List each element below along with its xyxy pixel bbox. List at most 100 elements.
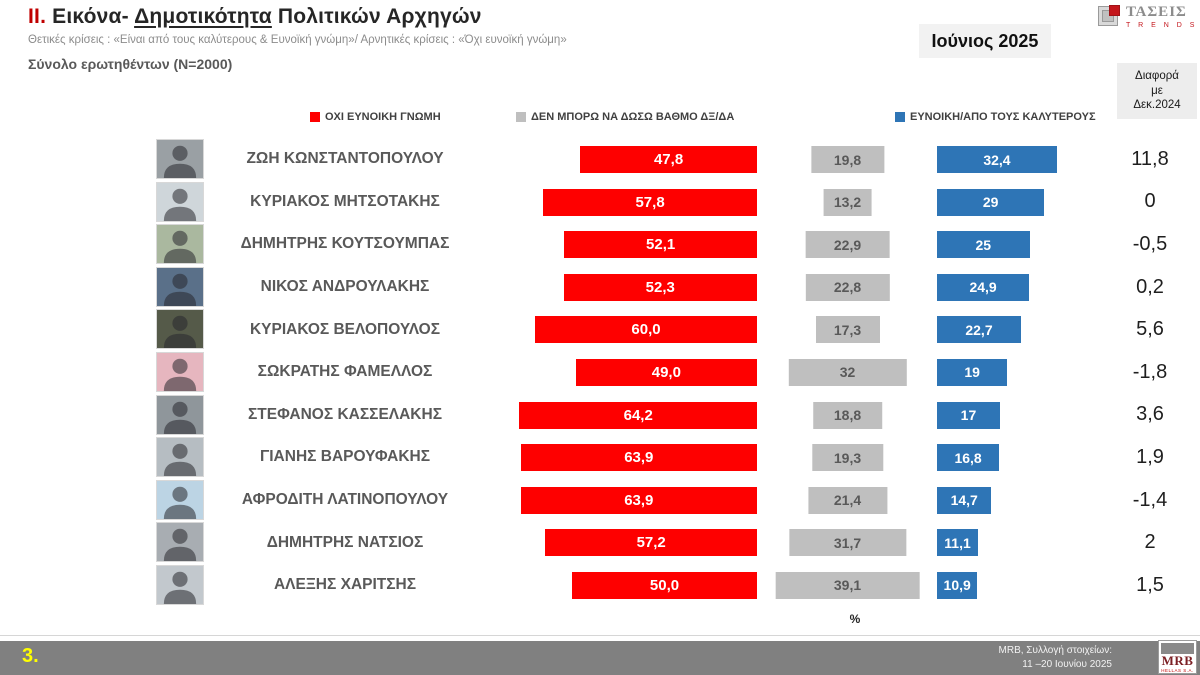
bar-positive: 29 xyxy=(937,188,1045,216)
legend-item-positive: ΕΥΝΟΙΚΗ/ΑΠΟ ΤΟΥΣ ΚΑΛΥΤΕΡΟΥΣ xyxy=(895,111,1096,123)
taseis-logo-name: ΤΑΣΕΙΣ xyxy=(1126,4,1187,20)
leader-photo xyxy=(156,351,204,392)
person-silhouette-icon xyxy=(163,571,197,604)
leader-name: ΚΥΡΙΑΚΟΣ ΒΕΛΟΠΟΥΛΟΣ xyxy=(249,320,441,338)
bar-positive: 19 xyxy=(937,358,1008,386)
bar-dk: 19,3 xyxy=(811,444,884,472)
leader-name: ΑΦΡΟΔΙΤΗ ΛΑΤΙΝΟΠΟΥΛΟΥ xyxy=(241,491,449,509)
page-number: 3. xyxy=(22,645,39,667)
leader-name: ΖΩΗ ΚΩΝΣΤΑΝΤΟΠΟΥΛΟΥ xyxy=(246,150,444,168)
mrb-logo-sub: HELLAS S.A. xyxy=(1161,668,1194,673)
person-silhouette-icon xyxy=(163,273,197,306)
leader-photo xyxy=(156,437,204,478)
title-numeral: II. xyxy=(28,5,47,28)
sample-size-label: Σύνολο ερωτηθέντων (N=2000) xyxy=(28,56,233,72)
mrb-logo-bar xyxy=(1161,643,1194,654)
leader-photo xyxy=(156,394,204,435)
bar-dk: 32 xyxy=(788,358,907,386)
leader-photo xyxy=(156,309,204,350)
title-part2: Πολιτικών Αρχηγών xyxy=(271,5,482,28)
chart-rows: ΖΩΗ ΚΩΝΣΤΑΝΤΟΠΟΥΛΟΥ 47,8 19,8 32,4 11,8 ΚΥΡΙΑ… xyxy=(155,138,1200,607)
leader-name: ΓΙΑΝΗΣ ΒΑΡΟΥΦΑΚΗΣ xyxy=(259,448,431,466)
bar-zone-negative: 47,8 xyxy=(517,146,757,173)
leader-row: ΔΗΜΗΤΡΗΣ ΝΑΤΣΙΟΣ 57,2 31,7 11,1 2 xyxy=(155,521,1200,564)
bar-zone-positive: 24,9 xyxy=(937,273,1087,301)
bar-zone-positive: 32,4 xyxy=(937,146,1087,173)
bar-positive: 16,8 xyxy=(937,444,1000,472)
bar-dk: 22,9 xyxy=(805,231,890,259)
leader-name: ΔΗΜΗΤΡΗΣ ΝΑΤΣΙΟΣ xyxy=(266,533,424,551)
person-silhouette-icon xyxy=(163,145,197,178)
bar-dk: 21,4 xyxy=(807,486,888,514)
leader-photo xyxy=(156,479,204,520)
bar-zone-positive: 25 xyxy=(937,231,1087,259)
title-underlined-word: Δημοτικότητα xyxy=(134,5,272,28)
bar-positive: 24,9 xyxy=(937,273,1030,301)
bar-dk: 22,8 xyxy=(805,273,890,301)
bar-zone-dk: 31,7 xyxy=(770,529,925,557)
bar-positive: 32,4 xyxy=(937,146,1057,173)
bar-zone-negative: 52,3 xyxy=(517,273,757,301)
bar-dk: 31,7 xyxy=(788,529,907,557)
diff-value: -0,5 xyxy=(1132,232,1168,255)
bar-zone-negative: 57,8 xyxy=(517,188,757,216)
legend-swatch-gray xyxy=(516,112,526,122)
diff-value: 0 xyxy=(1144,190,1156,213)
bar-negative: 52,1 xyxy=(564,231,757,259)
leader-row: ΝΙΚΟΣ ΑΝΔΡΟΥΛΑΚΗΣ 52,3 22,8 24,9 0,2 xyxy=(155,266,1200,309)
leader-photo xyxy=(156,224,204,265)
leader-row: ΑΛΕΞΗΣ ΧΑΡΙΤΣΗΣ 50,0 39,1 10,9 1,5 xyxy=(155,564,1200,607)
person-silhouette-icon xyxy=(163,486,197,519)
person-silhouette-icon xyxy=(163,188,197,221)
bar-positive: 25 xyxy=(937,231,1030,259)
leader-row: ΔΗΜΗΤΡΗΣ ΚΟΥΤΣΟΥΜΠΑΣ 52,1 22,9 25 -0,5 xyxy=(155,223,1200,266)
bar-zone-negative: 50,0 xyxy=(517,571,757,599)
person-silhouette-icon xyxy=(163,443,197,477)
diff-value: 2 xyxy=(1144,531,1156,554)
bar-positive: 14,7 xyxy=(937,486,992,514)
bar-zone-positive: 17 xyxy=(937,401,1087,429)
bar-dk: 13,2 xyxy=(823,188,872,216)
leader-row: ΚΥΡΙΑΚΟΣ ΜΗΤΣΟΤΑΚΗΣ 57,8 13,2 29 0 xyxy=(155,181,1200,224)
bar-zone-dk: 32 xyxy=(770,358,925,386)
bar-zone-negative: 52,1 xyxy=(517,231,757,259)
footer-source-note: MRB, Συλλογή στοιχείων: 11 –20 Ιουνίου 2… xyxy=(999,644,1112,672)
bar-zone-negative: 63,9 xyxy=(517,444,757,472)
bar-positive: 17 xyxy=(937,401,1000,429)
footer-bar xyxy=(0,641,1200,675)
diff-value: 5,6 xyxy=(1136,318,1164,341)
legend-swatch-blue xyxy=(895,112,905,122)
leader-photo xyxy=(156,139,204,179)
title-part1: Εικόνα- xyxy=(46,5,135,28)
mrb-logo-name: MRB xyxy=(1161,652,1194,668)
diff-value: -1,8 xyxy=(1132,360,1168,383)
bar-negative: 64,2 xyxy=(519,401,757,429)
leader-row: ΣΩΚΡΑΤΗΣ ΦΑΜΕΛΛΟΣ 49,0 32 19 -1,8 xyxy=(155,351,1200,394)
bar-negative: 47,8 xyxy=(580,146,757,173)
diff-value: -1,4 xyxy=(1132,488,1168,511)
bar-zone-dk: 22,9 xyxy=(770,231,925,259)
taseis-logo-sub: T R E N D S xyxy=(1126,22,1198,29)
person-silhouette-icon xyxy=(163,529,197,562)
bar-zone-positive: 11,1 xyxy=(937,529,1087,557)
bar-positive: 11,1 xyxy=(937,529,979,557)
diff-column-header: Διαφορά με Δεκ.2024 xyxy=(1117,63,1197,119)
bar-zone-negative: 64,2 xyxy=(517,401,757,429)
leader-photo xyxy=(156,266,204,307)
bar-negative: 57,8 xyxy=(543,188,757,216)
bar-zone-dk: 18,8 xyxy=(770,401,925,429)
leader-photo xyxy=(156,564,204,605)
taseis-trends-logo: ΤΑΣΕΙΣ T R E N D S xyxy=(1098,4,1197,29)
bar-zone-dk: 39,1 xyxy=(770,571,925,599)
legend-item-negative: ΟΧΙ ΕΥΝΟΙΚΗ ΓΝΩΜΗ xyxy=(310,111,441,123)
footer-divider xyxy=(0,635,1200,636)
bar-zone-dk: 21,4 xyxy=(770,486,925,514)
bar-negative: 60,0 xyxy=(535,316,757,344)
bar-zone-negative: 60,0 xyxy=(517,316,757,344)
bar-negative: 63,9 xyxy=(520,444,757,472)
legend-label-dk: ΔΕΝ ΜΠΟΡΩ ΝΑ ΔΩΣΩ ΒΑΘΜΟ ΔΞ/ΔΑ xyxy=(531,111,735,123)
page-title: II. Εικόνα- Δημοτικότητα Πολιτικών Αρχηγ… xyxy=(28,5,482,29)
subtitle-criteria: Θετικές κρίσεις : «Είναι από τους καλύτε… xyxy=(28,34,567,46)
bar-negative: 57,2 xyxy=(545,529,757,557)
diff-header-line3: Δεκ.2024 xyxy=(1133,99,1181,112)
